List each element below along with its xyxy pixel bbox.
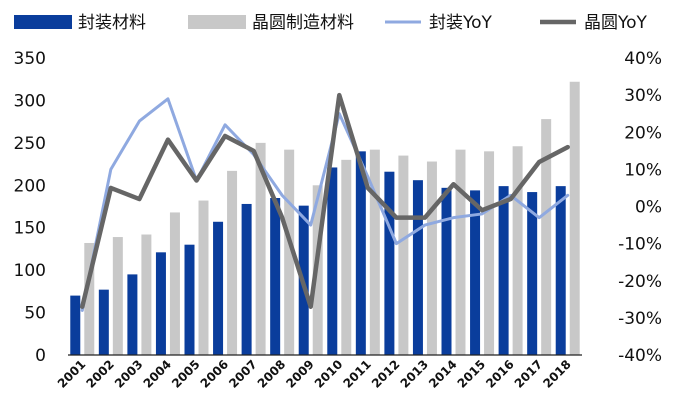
bar-series-0 [213,221,224,355]
legend-swatch [188,15,246,29]
bar-series-1 [569,81,580,355]
bar-series-0 [241,203,252,355]
left-tick-label: 250 [14,134,46,154]
bar-series-1 [541,119,552,355]
bar-series-1 [255,142,266,355]
right-tick-label: -30% [618,309,662,329]
bar-series-0 [155,252,166,355]
bar-series-0 [498,186,509,355]
x-tick-label: 2007 [226,357,260,391]
right-tick-label: 20% [624,123,662,143]
bar-series-1 [169,212,180,355]
bar-series-1 [227,170,238,355]
bar-series-0 [98,289,109,355]
legend-label: 封装YoY [429,13,493,33]
x-tick-label: 2010 [312,357,346,391]
left-tick-label: 50 [24,304,46,324]
x-tick-label: 2014 [426,357,460,391]
bar-series-0 [384,171,395,355]
left-tick-label: 300 [14,91,46,111]
bar-series-0 [70,295,81,355]
x-tick-label: 2006 [198,357,232,391]
x-axis: 2001200220032004200520062007200820092010… [55,354,582,391]
left-tick-label: 100 [14,261,46,281]
bar-series-0 [127,274,138,355]
x-tick-label: 2018 [540,357,574,391]
legend: 封装材料 晶圆制造材料 封装YoY 晶圆YoY [14,13,648,33]
x-tick-label: 2009 [283,357,317,391]
right-tick-label: -40% [618,346,662,366]
bar-series-1 [112,237,123,355]
right-tick-label: 40% [624,49,662,69]
bar-series-1 [484,151,495,355]
x-tick-label: 2013 [398,357,432,391]
line-series-2 [80,97,570,312]
x-tick-label: 2017 [512,357,546,391]
right-axis: -40% -30% -20% -10% 0% 10% 20% 30% 40% [618,49,662,366]
legend-label: 封装材料 [78,13,146,33]
legend-label: 晶圆制造材料 [252,13,354,33]
bars-layer [70,81,580,355]
bar-series-1 [341,159,352,355]
left-axis: 0 50 100 150 200 250 300 350 [14,49,46,366]
left-tick-label: 350 [14,49,46,69]
left-tick-label: 0 [35,346,46,366]
bar-series-1 [398,155,409,355]
x-tick-label: 2004 [141,357,175,391]
bar-series-0 [184,244,195,355]
right-tick-label: 30% [624,86,662,106]
line-series-3 [80,92,570,309]
legend-label: 晶圆YoY [584,13,648,33]
x-tick-label: 2011 [340,357,374,391]
bar-series-0 [270,198,281,355]
x-tick-label: 2001 [55,357,89,391]
right-tick-label: 0% [635,198,662,218]
legend-swatch [14,15,72,29]
x-tick-label: 2015 [455,357,489,391]
bar-series-1 [84,242,95,355]
bar-series-1 [284,149,295,355]
bar-series-0 [441,187,452,355]
bar-series-1 [426,161,437,355]
bar-series-0 [412,180,423,355]
bar-series-1 [369,149,380,355]
right-tick-label: -20% [618,272,662,292]
left-tick-label: 200 [14,176,46,196]
bar-series-1 [198,200,209,355]
bar-series-0 [527,192,538,355]
left-tick-label: 150 [14,219,46,239]
x-tick-label: 2012 [369,357,403,391]
x-tick-label: 2008 [255,357,289,391]
bar-series-1 [141,234,152,355]
x-tick-label: 2005 [169,357,203,391]
right-tick-label: -10% [618,235,662,255]
lines-layer [80,92,570,312]
bar-series-1 [455,149,466,355]
right-tick-label: 10% [624,160,662,180]
bar-series-0 [470,190,481,355]
bar-series-1 [512,146,523,355]
x-tick-label: 2003 [112,357,146,391]
bar-series-0 [327,167,338,355]
bar-series-0 [355,151,366,355]
x-tick-label: 2016 [483,357,517,391]
x-tick-label: 2002 [83,357,117,391]
bar-series-0 [555,186,566,355]
